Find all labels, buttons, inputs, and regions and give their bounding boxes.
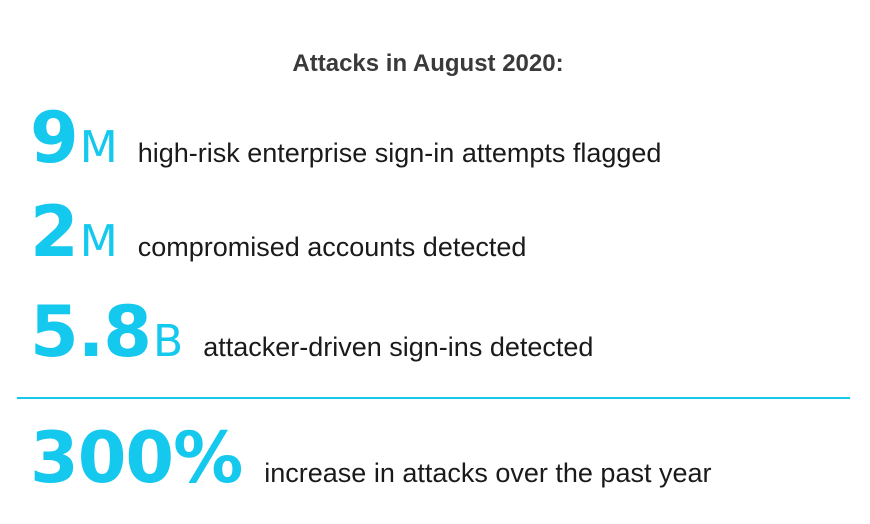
stat-number: 5.8 — [30, 291, 152, 373]
stat-unit: M — [79, 122, 118, 173]
stat-description: increase in attacks over the past year — [264, 458, 712, 488]
stat-description: high-risk enterprise sign-in attempts fl… — [137, 138, 662, 168]
stat-number: 2 — [30, 191, 79, 273]
stat-attacker-sign-ins: 5.8 B attacker-driven sign-ins detected — [30, 297, 593, 367]
stat-compromised-accounts: 2 M compromised accounts detected — [30, 197, 526, 267]
stat-attack-increase: 300% increase in attacks over the past y… — [30, 423, 712, 493]
stat-number: 9 — [30, 97, 79, 179]
page-title: Attacks in August 2020: — [292, 50, 564, 77]
stat-unit: B — [153, 316, 184, 367]
stat-sign-in-attempts: 9 M high-risk enterprise sign-in attempt… — [30, 103, 661, 173]
stat-description: compromised accounts detected — [137, 232, 527, 262]
divider — [17, 397, 850, 399]
stat-description: attacker-driven sign-ins detected — [203, 332, 594, 362]
stat-unit: M — [79, 216, 118, 267]
stat-number: 300% — [30, 417, 243, 499]
